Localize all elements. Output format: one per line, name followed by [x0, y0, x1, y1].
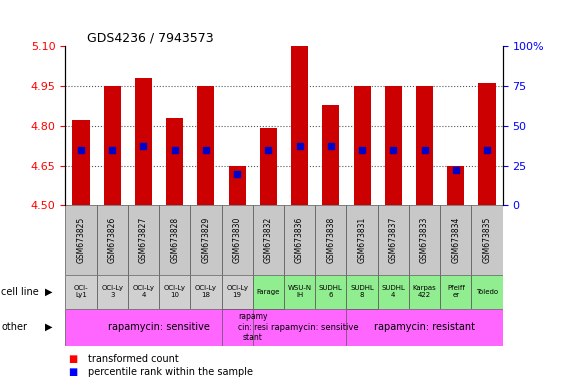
Bar — [222, 205, 253, 275]
Bar — [385, 86, 402, 205]
Bar — [346, 275, 378, 309]
Text: Farage: Farage — [257, 289, 280, 295]
Bar — [353, 86, 371, 205]
Bar — [197, 86, 215, 205]
Bar — [72, 121, 90, 205]
Text: GSM673829: GSM673829 — [202, 217, 210, 263]
Bar — [159, 205, 190, 275]
Text: Karpas
422: Karpas 422 — [413, 285, 436, 298]
Bar — [471, 205, 503, 275]
Text: GSM673836: GSM673836 — [295, 217, 304, 263]
Text: other: other — [1, 322, 27, 332]
Bar — [135, 78, 152, 205]
Bar — [378, 275, 409, 309]
Text: GDS4236 / 7943573: GDS4236 / 7943573 — [87, 32, 214, 45]
Bar — [322, 104, 340, 205]
Text: GSM673831: GSM673831 — [358, 217, 366, 263]
Text: WSU-N
IH: WSU-N IH — [287, 285, 312, 298]
Bar — [253, 275, 284, 309]
Bar — [97, 275, 128, 309]
Bar — [447, 166, 465, 205]
Bar — [409, 275, 440, 309]
Text: SUDHL
8: SUDHL 8 — [350, 285, 374, 298]
Text: GSM673834: GSM673834 — [452, 217, 460, 263]
Text: GSM673838: GSM673838 — [327, 217, 335, 263]
Bar — [97, 205, 128, 275]
Text: Pfeiff
er: Pfeiff er — [447, 285, 465, 298]
Text: GSM673835: GSM673835 — [483, 217, 491, 263]
Bar — [440, 205, 471, 275]
Bar — [253, 205, 284, 275]
Text: ▶: ▶ — [45, 287, 53, 297]
Text: OCI-
Ly1: OCI- Ly1 — [74, 285, 88, 298]
Text: OCI-Ly
10: OCI-Ly 10 — [164, 285, 186, 298]
Text: GSM673833: GSM673833 — [420, 217, 429, 263]
Bar — [378, 205, 409, 275]
Bar — [315, 205, 346, 275]
Bar — [315, 275, 346, 309]
Bar — [65, 205, 97, 275]
Bar — [253, 309, 378, 346]
Text: OCI-Ly
3: OCI-Ly 3 — [101, 285, 123, 298]
Text: OCI-Ly
18: OCI-Ly 18 — [195, 285, 217, 298]
Text: GSM673828: GSM673828 — [170, 217, 179, 263]
Text: OCI-Ly
4: OCI-Ly 4 — [132, 285, 154, 298]
Text: GSM673837: GSM673837 — [389, 217, 398, 263]
Bar — [478, 83, 496, 205]
Bar — [228, 166, 246, 205]
Bar — [159, 275, 190, 309]
Text: GSM673832: GSM673832 — [264, 217, 273, 263]
Bar — [128, 205, 159, 275]
Text: ■: ■ — [68, 354, 77, 364]
Bar — [284, 205, 315, 275]
Bar — [260, 128, 277, 205]
Bar — [416, 86, 433, 205]
Text: rapamy
cin: resi
stant: rapamy cin: resi stant — [237, 313, 268, 342]
Text: Toledo: Toledo — [476, 289, 498, 295]
Bar — [128, 275, 159, 309]
Text: rapamycin: resistant: rapamycin: resistant — [374, 322, 475, 333]
Bar — [222, 275, 253, 309]
Text: GSM673825: GSM673825 — [77, 217, 85, 263]
Bar — [284, 275, 315, 309]
Bar — [65, 309, 253, 346]
Bar — [409, 205, 440, 275]
Text: GSM673827: GSM673827 — [139, 217, 148, 263]
Text: rapamycin: sensitive: rapamycin: sensitive — [272, 323, 359, 332]
Bar — [291, 46, 308, 205]
Text: GSM673826: GSM673826 — [108, 217, 116, 263]
Text: SUDHL
4: SUDHL 4 — [381, 285, 406, 298]
Text: ■: ■ — [68, 367, 77, 377]
Text: percentile rank within the sample: percentile rank within the sample — [88, 367, 253, 377]
Bar — [190, 275, 222, 309]
Bar — [190, 205, 222, 275]
Text: SUDHL
6: SUDHL 6 — [319, 285, 343, 298]
Text: transformed count: transformed count — [88, 354, 179, 364]
Bar — [346, 205, 378, 275]
Bar — [103, 86, 121, 205]
Text: cell line: cell line — [1, 287, 39, 297]
Bar — [166, 118, 183, 205]
Bar — [346, 309, 503, 346]
Text: GSM673830: GSM673830 — [233, 217, 241, 263]
Bar — [471, 275, 503, 309]
Bar — [440, 275, 471, 309]
Text: OCI-Ly
19: OCI-Ly 19 — [226, 285, 248, 298]
Text: rapamycin: sensitive: rapamycin: sensitive — [108, 322, 210, 333]
Bar — [65, 275, 97, 309]
Bar — [222, 309, 284, 346]
Text: ▶: ▶ — [45, 322, 53, 332]
